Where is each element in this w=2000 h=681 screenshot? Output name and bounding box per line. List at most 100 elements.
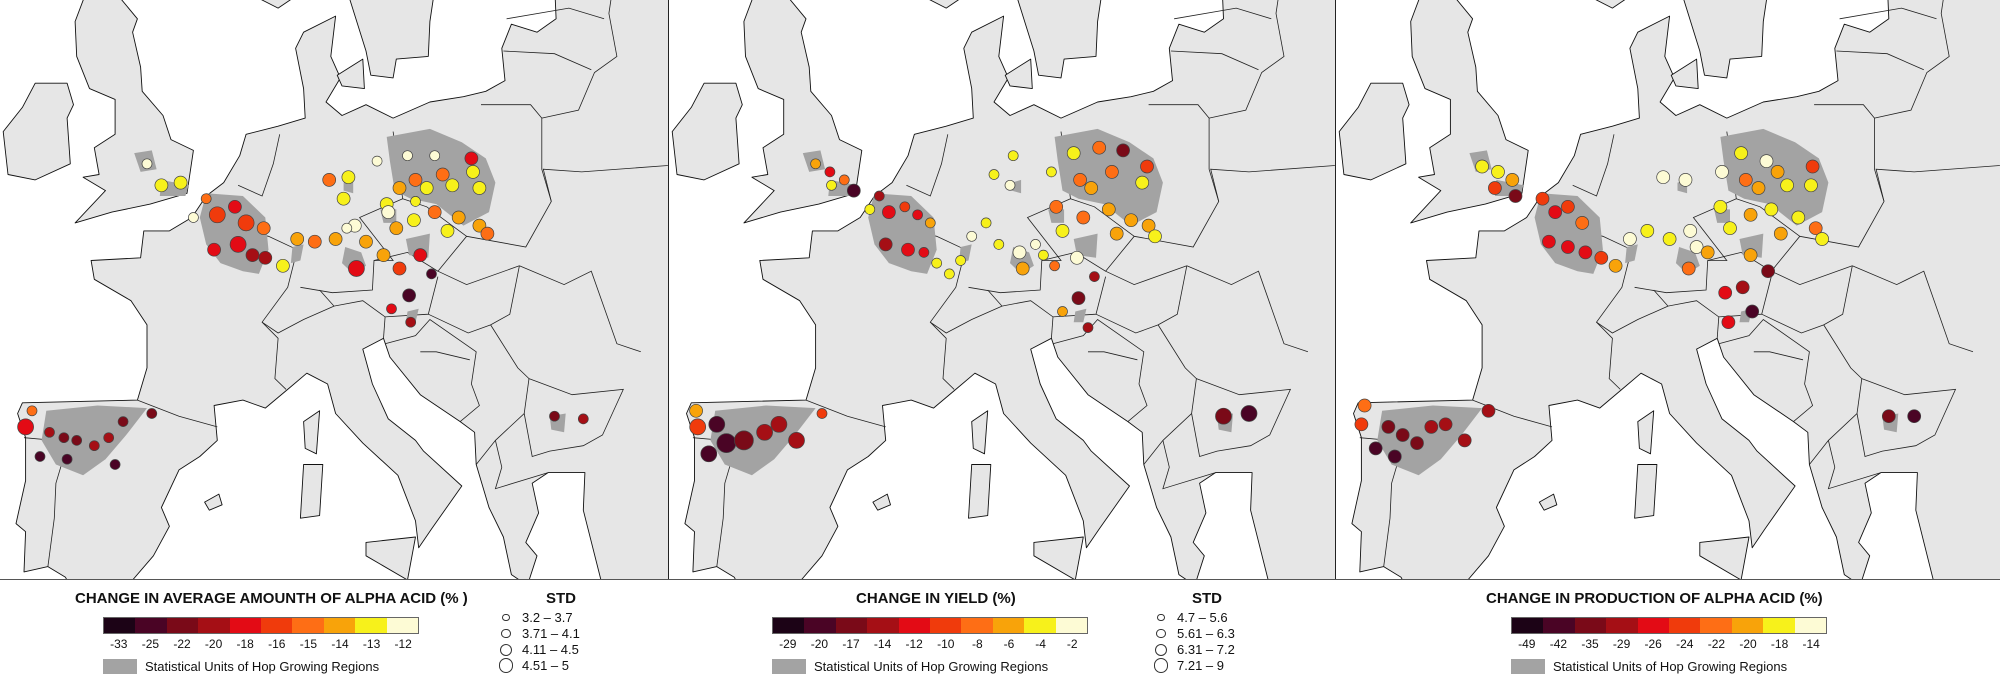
ramp-swatch <box>166 618 199 633</box>
data-point <box>1535 191 1550 206</box>
ramp-swatch <box>1574 618 1607 633</box>
panel-alpha-production-change: CHANGE IN PRODUCTION OF ALPHA ACID (%) -… <box>1336 0 2000 681</box>
hop-growing-region <box>1048 209 1065 223</box>
data-point <box>480 226 495 241</box>
data-point <box>154 178 169 193</box>
country-border <box>1052 318 1148 422</box>
data-point <box>1015 261 1030 276</box>
ramp-swatch <box>867 618 899 633</box>
data-point <box>58 432 70 444</box>
data-point <box>980 217 992 229</box>
data-point <box>1007 150 1019 162</box>
ramp-tick-label: -26 <box>1644 637 1662 651</box>
ramp-swatch <box>229 618 262 633</box>
country-border <box>494 440 549 490</box>
country-border <box>805 399 886 428</box>
stat-units-swatch <box>1511 659 1545 674</box>
data-point <box>1116 143 1130 158</box>
data-point <box>1424 420 1439 434</box>
country-border <box>1799 104 1885 248</box>
country-border <box>1088 351 1138 361</box>
ramp-swatch <box>261 618 293 633</box>
ramp-tick-label: -22 <box>173 637 191 651</box>
ramp-tick-label: -10 <box>937 637 955 651</box>
ramp-tick-label: -20 <box>1739 637 1757 651</box>
data-point <box>429 150 441 162</box>
country-border <box>1174 7 1272 20</box>
data-point <box>1084 181 1099 195</box>
ramp-tick-label: -16 <box>268 637 286 651</box>
std-legend-row: 6.31 – 7.2 <box>1151 642 1235 657</box>
color-ramp-alpha-production <box>1511 617 1827 634</box>
data-point <box>1805 159 1820 174</box>
ramp-tick-label: -22 <box>1707 637 1726 651</box>
country-border <box>466 104 552 248</box>
data-point <box>1012 245 1027 260</box>
land-mass <box>303 410 321 455</box>
std-class-label: 3.71 – 4.1 <box>522 626 580 641</box>
ramp-swatch <box>1700 618 1732 633</box>
data-point <box>402 288 416 303</box>
data-point <box>708 415 726 433</box>
data-point <box>371 155 383 167</box>
data-point <box>1542 234 1556 249</box>
data-point <box>103 432 115 444</box>
data-point <box>258 250 273 265</box>
land-mass <box>1033 536 1084 580</box>
land-mass <box>1338 82 1410 181</box>
stat-units-swatch <box>103 659 137 674</box>
ramp-tick-label: -20 <box>204 637 223 651</box>
data-point <box>1640 224 1655 238</box>
ramp-tick-label: -14 <box>1802 637 1820 651</box>
data-point <box>1055 224 1070 238</box>
data-point <box>918 247 930 258</box>
country-border <box>1191 378 1292 458</box>
ramp-swatch <box>992 618 1025 633</box>
data-point <box>413 248 428 262</box>
land-mass <box>299 464 324 519</box>
ramp-swatch <box>1512 618 1544 633</box>
std-legend-row: 4.51 – 5 <box>496 658 569 673</box>
stat-units-label: Statistical Units of Hop Growing Regions <box>814 659 1049 674</box>
std-legend-title-yield: STD <box>1192 590 1222 607</box>
data-point <box>389 221 404 236</box>
data-point <box>44 426 55 438</box>
data-point <box>376 248 391 262</box>
country-border <box>261 305 335 334</box>
data-point <box>141 158 153 170</box>
land-mass <box>15 0 668 580</box>
data-point <box>1815 232 1829 246</box>
data-point <box>1738 173 1753 187</box>
std-legend-row: 3.2 – 3.7 <box>496 610 573 625</box>
country-border <box>475 324 530 465</box>
ramp-tick-label: -49 <box>1518 637 1536 651</box>
data-point <box>838 174 850 186</box>
data-point <box>1395 428 1410 442</box>
data-point <box>1721 315 1736 330</box>
data-point <box>1076 210 1091 225</box>
data-point <box>1049 260 1060 272</box>
land-mass <box>204 493 223 511</box>
data-point <box>1723 221 1737 236</box>
data-point <box>1681 261 1696 276</box>
data-point <box>109 459 121 470</box>
data-point <box>17 418 34 436</box>
data-point <box>1804 178 1818 193</box>
land-mass <box>971 410 989 455</box>
country-border <box>523 378 624 458</box>
ramp-swatch <box>323 618 356 633</box>
country-border <box>237 134 281 197</box>
data-point <box>1508 189 1523 203</box>
land-mass <box>261 0 434 79</box>
data-point <box>931 257 943 269</box>
hop-growing-region <box>290 244 304 264</box>
country-border <box>1718 318 1814 422</box>
ramp-tick-label: -12 <box>905 637 923 651</box>
ramp-swatch <box>1024 618 1056 633</box>
data-point <box>901 242 915 257</box>
data-point <box>878 237 893 252</box>
ramp-swatch <box>1543 618 1575 633</box>
data-point <box>402 150 413 162</box>
data-point <box>1071 291 1086 305</box>
data-point <box>1743 207 1758 222</box>
